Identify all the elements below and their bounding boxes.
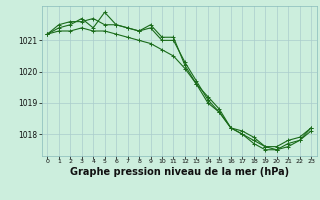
X-axis label: Graphe pression niveau de la mer (hPa): Graphe pression niveau de la mer (hPa) <box>70 167 289 177</box>
